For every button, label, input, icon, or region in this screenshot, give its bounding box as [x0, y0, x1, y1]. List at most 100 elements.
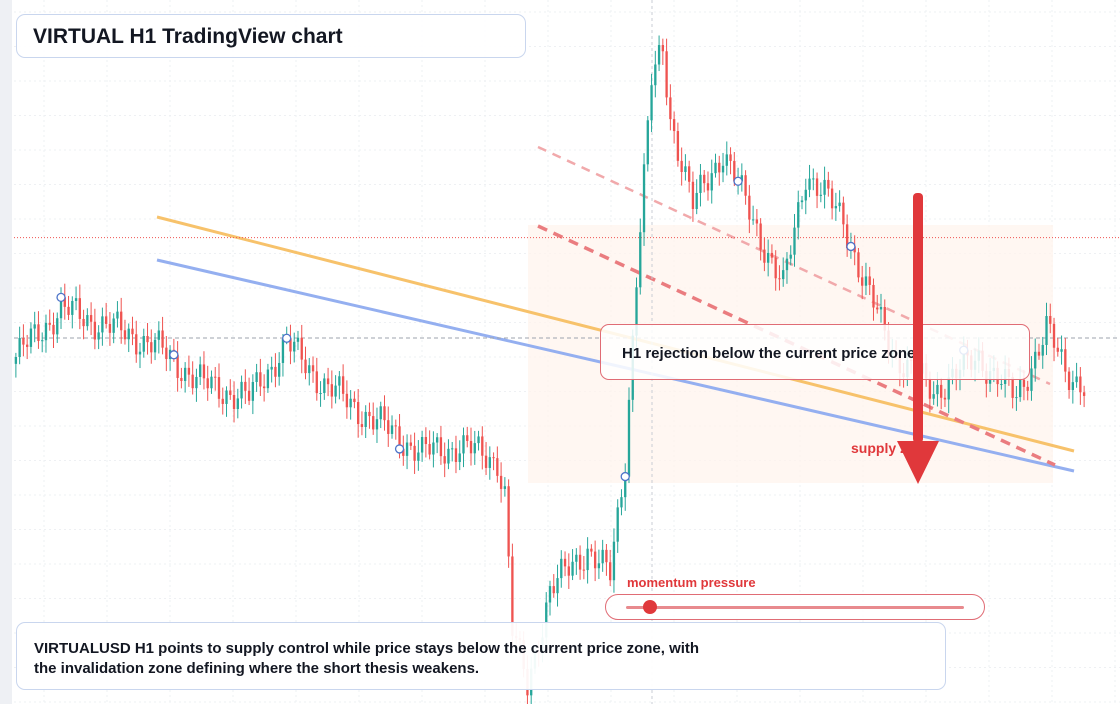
candle: [71, 296, 74, 329]
candle: [428, 430, 431, 460]
candle-body: [620, 497, 623, 508]
candle-body: [315, 371, 318, 394]
candle-body: [52, 324, 55, 335]
candle-body: [1052, 323, 1056, 348]
candle-body: [571, 561, 574, 576]
candle-body: [454, 448, 458, 463]
candle-body: [153, 339, 157, 353]
candle-body: [108, 323, 112, 333]
candle: [714, 153, 717, 178]
candle-body: [89, 315, 93, 322]
candle: [454, 435, 458, 474]
candle: [236, 388, 239, 419]
candle-body: [247, 390, 251, 401]
momentum-slider[interactable]: [605, 594, 985, 620]
candle-body: [1015, 397, 1018, 399]
candle: [142, 328, 145, 358]
candle-body: [484, 455, 488, 468]
candle: [560, 550, 563, 588]
candle-body: [78, 298, 81, 319]
candlestick-series: [14, 35, 1086, 704]
candle-body: [191, 374, 194, 389]
candle: [341, 364, 345, 402]
candle: [217, 363, 221, 408]
candle: [375, 407, 379, 443]
descending-trendline: [537, 224, 1056, 467]
candle-body: [120, 311, 123, 331]
candle-body: [507, 486, 510, 557]
candle-body: [759, 223, 762, 250]
candle-body: [206, 378, 209, 389]
candle: [808, 164, 811, 198]
candle: [225, 386, 228, 417]
candle: [466, 426, 469, 448]
candle-body: [451, 448, 454, 450]
candle: [864, 262, 868, 296]
candle-body: [270, 366, 273, 370]
candle-body: [413, 445, 416, 461]
candle-body: [642, 164, 646, 233]
candle: [496, 446, 499, 483]
candle-body: [101, 316, 104, 333]
candle: [462, 427, 465, 468]
candle: [195, 368, 198, 402]
candle-body: [266, 369, 270, 389]
candle-body: [823, 179, 826, 195]
candle: [763, 237, 766, 272]
candle-body: [180, 377, 183, 381]
candle-body: [138, 351, 142, 355]
candle-body: [763, 249, 766, 263]
candle-body: [657, 45, 661, 65]
candle: [669, 84, 672, 131]
candle-body: [67, 306, 70, 315]
candle-body: [274, 366, 277, 377]
candle: [624, 463, 627, 511]
candle-body: [635, 287, 638, 336]
candle-body: [262, 386, 266, 389]
candle: [202, 351, 206, 390]
candle: [232, 381, 236, 423]
candle-body: [364, 411, 367, 427]
candle: [793, 214, 796, 267]
candle-body: [782, 270, 785, 280]
candle: [157, 321, 160, 354]
candle: [800, 195, 804, 210]
candle: [63, 283, 66, 320]
candle-body: [864, 276, 868, 286]
candle: [507, 479, 510, 568]
candle-body: [368, 411, 371, 417]
candle-body: [97, 332, 100, 340]
candle: [270, 356, 273, 383]
candle-body: [601, 549, 604, 564]
candle-body: [183, 367, 187, 381]
candle-body: [116, 311, 119, 319]
candle-body: [804, 189, 807, 201]
candle-body: [1019, 379, 1022, 398]
candle: [22, 324, 25, 357]
candle: [319, 381, 322, 407]
candle-body: [545, 602, 548, 638]
momentum-slider-knob[interactable]: [642, 600, 657, 614]
candle: [601, 539, 604, 572]
candle: [37, 311, 40, 349]
candle-body: [56, 318, 59, 335]
candle-body: [883, 307, 886, 331]
candle: [612, 528, 616, 593]
candle: [706, 171, 710, 201]
candle-body: [827, 179, 830, 189]
candle: [642, 153, 646, 246]
candle-body: [1022, 379, 1026, 387]
candle: [778, 265, 781, 291]
candle-body: [748, 195, 751, 220]
candle: [349, 390, 352, 420]
candle: [477, 430, 480, 451]
candle: [251, 374, 255, 415]
candle: [812, 168, 815, 191]
candle-body: [150, 342, 153, 353]
candle-body: [432, 442, 435, 455]
candle: [138, 342, 142, 369]
candle-body: [718, 162, 721, 173]
candle-body: [308, 365, 311, 374]
candle: [78, 284, 81, 330]
candle: [435, 433, 439, 454]
